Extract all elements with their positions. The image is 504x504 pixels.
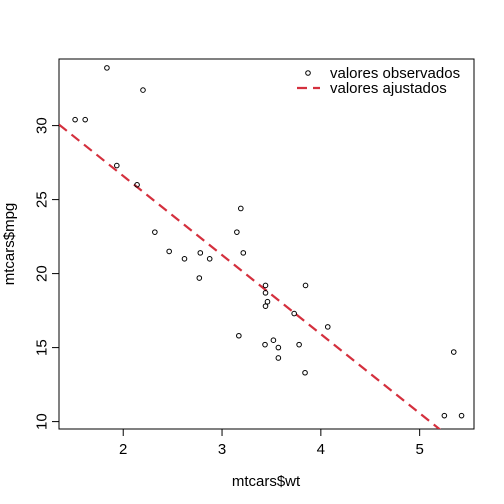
x-tick-label: 2 [119,441,127,458]
y-tick-label: 25 [34,191,51,208]
data-point [238,205,244,212]
x-tick-label: 4 [317,441,325,458]
data-point [302,369,308,376]
data-point [275,355,282,361]
data-point [234,229,240,235]
data-point [206,256,213,262]
y-axis-title: mtcars$mpg [1,203,18,286]
data-point [134,182,140,188]
data-point [140,87,146,93]
data-point [262,282,269,289]
data-point [262,290,269,296]
data-point [262,303,269,309]
data-point [441,412,448,419]
data-point [196,275,203,281]
data-point [296,341,302,348]
data-point [181,256,188,262]
data-point [240,250,247,256]
data-point [291,310,297,317]
data-point [302,282,309,289]
y-tick-label: 30 [34,117,51,134]
data-point [264,298,271,305]
data-point [152,229,158,235]
x-tick-label: 3 [218,441,226,458]
data-point [197,250,204,256]
points-layer [72,65,465,419]
legend-label-observed: valores observados [330,65,460,82]
data-point [82,116,88,123]
x-axis: 2 3 4 5 [119,428,424,458]
data-point [275,344,282,351]
x-axis-title: mtcars$wt [232,473,301,490]
y-axis: 10 15 20 25 30 [34,117,60,430]
data-point [104,65,110,71]
data-point [262,341,268,348]
data-point [324,324,331,330]
data-point [236,332,242,339]
y-tick-label: 20 [34,265,51,282]
data-point [166,248,172,255]
legend-label-fitted: valores ajustados [330,80,447,97]
data-point [270,337,277,344]
y-tick-label: 10 [34,413,51,430]
data-point [458,412,465,419]
y-tick-label: 15 [34,339,51,356]
data-point [72,116,78,123]
legend-point-symbol [305,70,311,76]
data-point [450,349,457,355]
x-tick-label: 5 [415,441,423,458]
plot-frame [58,58,475,430]
data-point [114,162,120,169]
